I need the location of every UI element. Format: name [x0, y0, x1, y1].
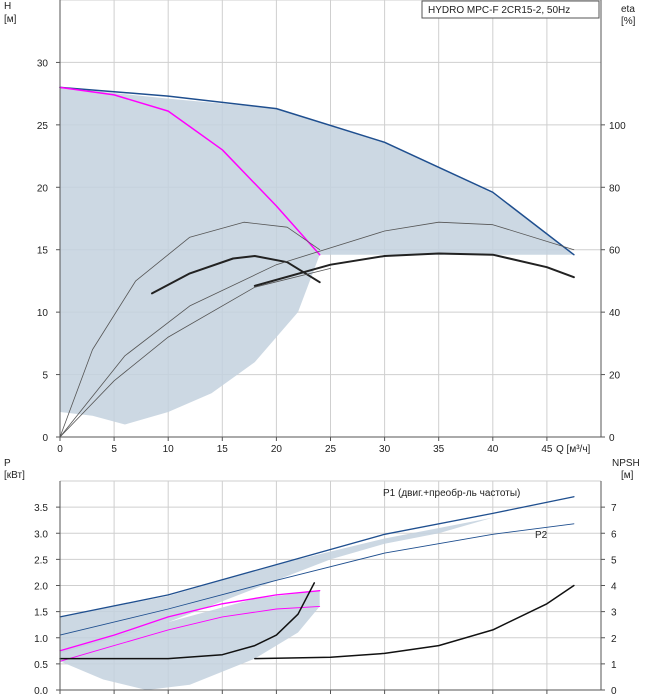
- bottom-power-region: [60, 496, 574, 654]
- top-series-1: [59, 86, 321, 256]
- bottom-series-1: [59, 523, 575, 636]
- top-operating-region: [60, 87, 574, 425]
- bottom-series-3: [59, 605, 321, 662]
- top-rtick-label-1: 20: [609, 371, 621, 382]
- top-ytick-label-6: 30: [37, 58, 49, 69]
- top-series-6: [59, 267, 331, 438]
- top-ytick-label-3: 15: [37, 246, 49, 257]
- bottom-rtick-label-7: 7: [611, 503, 617, 514]
- top-xtick-label-4: 20: [271, 444, 283, 455]
- top-xtick-label-8: 40: [487, 444, 499, 455]
- top-xtick-label-9: 45: [541, 444, 553, 455]
- bottom-ytick-label-3: 1.5: [34, 608, 48, 619]
- bottom-ytick-label-1: 0.5: [34, 660, 48, 671]
- bottom-ytick-label-2: 1.0: [34, 634, 48, 645]
- top-rtick-label-5: 100: [609, 121, 626, 132]
- bottom-rtick-label-3: 3: [611, 608, 617, 619]
- bottom-ytick-label-4: 2.0: [34, 582, 48, 593]
- legend-box: [421, 0, 600, 19]
- top-x-axis-title: Q [м³/ч]: [556, 444, 591, 455]
- top-series-5: [59, 221, 575, 438]
- bottom-ytick-label-0: 0.0: [34, 686, 48, 697]
- bottom-rtick-label-5: 5: [611, 555, 617, 566]
- bottom-series-2: [59, 590, 321, 652]
- bottom-ytick-label-6: 3.0: [34, 529, 48, 540]
- top-rtick-label-4: 80: [609, 183, 621, 194]
- top-xtick-label-7: 35: [433, 444, 445, 455]
- top-y-axis-title: H: [4, 1, 11, 12]
- top-xtick-label-3: 15: [217, 444, 229, 455]
- top-series-0: [59, 86, 575, 256]
- bottom-right-axis-title: NPSH: [612, 458, 640, 469]
- bottom-rtick-label-1: 1: [611, 660, 617, 671]
- bottom-rtick-label-6: 6: [611, 529, 617, 540]
- bottom-ytick-label-7: 3.5: [34, 503, 48, 514]
- bottom-series-4: [59, 582, 316, 660]
- top-xtick-label-5: 25: [325, 444, 337, 455]
- bottom-series-5: [254, 584, 575, 660]
- top-ytick-label-4: 20: [37, 183, 49, 194]
- top-series-3: [253, 252, 575, 287]
- p2-label: P2: [535, 530, 548, 541]
- top-right-axis-unit: [%]: [621, 16, 636, 27]
- bottom-rtick-label-0: 0: [611, 686, 617, 697]
- top-rtick-label-0: 0: [609, 433, 615, 444]
- top-xtick-label-6: 30: [379, 444, 391, 455]
- p1-label: P1 (двиг.+преобр-ль частоты): [383, 487, 520, 499]
- bottom-power-region-single: [60, 590, 320, 690]
- top-ytick-label-5: 25: [37, 121, 49, 132]
- top-ytick-label-1: 5: [42, 371, 48, 382]
- top-ytick-label-0: 0: [42, 433, 48, 444]
- bottom-y-axis-title: P: [4, 458, 11, 469]
- bottom-rtick-label-4: 4: [611, 582, 617, 593]
- legend-box-label: HYDRO MPC-F 2CR15-2, 50Hz: [428, 5, 570, 16]
- top-ytick-label-2: 10: [37, 308, 49, 319]
- top-xtick-label-1: 5: [111, 444, 117, 455]
- top-rtick-label-2: 40: [609, 308, 621, 319]
- top-rtick-label-3: 60: [609, 246, 621, 257]
- top-y-axis-unit: [м]: [4, 14, 17, 25]
- bottom-rtick-label-2: 2: [611, 634, 617, 645]
- bottom-y-axis-unit: [кВт]: [4, 470, 25, 481]
- top-xtick-label-0: 0: [57, 444, 63, 455]
- bottom-right-axis-unit: [м]: [621, 470, 634, 481]
- top-series-4: [59, 221, 321, 438]
- top-xtick-label-2: 10: [163, 444, 175, 455]
- bottom-series-0: [59, 496, 575, 618]
- top-right-axis-title: eta: [621, 4, 635, 15]
- top-series-2: [151, 255, 321, 295]
- bottom-ytick-label-5: 2.5: [34, 555, 48, 566]
